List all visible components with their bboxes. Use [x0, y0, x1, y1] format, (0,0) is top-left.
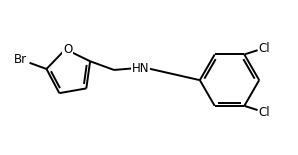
Text: Cl: Cl: [259, 42, 270, 55]
Text: Br: Br: [14, 53, 27, 66]
Text: O: O: [63, 43, 72, 56]
Text: HN: HN: [132, 62, 149, 75]
Text: Cl: Cl: [259, 106, 270, 119]
